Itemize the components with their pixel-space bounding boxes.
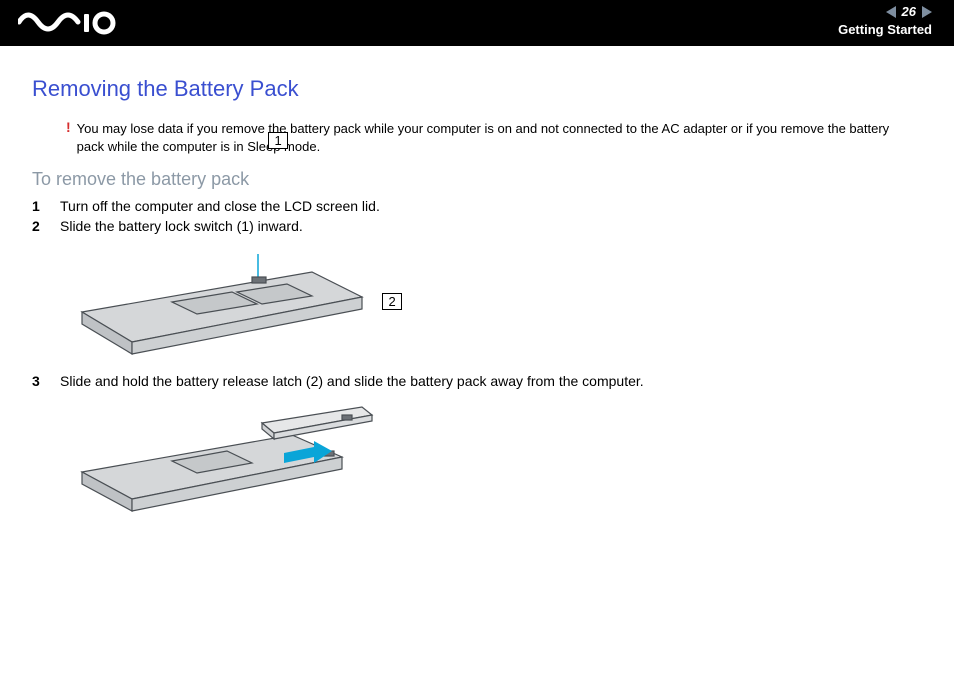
step-item: 1 Turn off the computer and close the LC… xyxy=(32,198,922,214)
step-item: 2 Slide the battery lock switch (1) inwa… xyxy=(32,218,922,234)
figure2-callout: 2 xyxy=(382,293,401,310)
step-text: Turn off the computer and close the LCD … xyxy=(60,198,380,214)
nav-prev-icon[interactable] xyxy=(886,6,896,18)
section-name: Getting Started xyxy=(838,22,932,37)
page-title: Removing the Battery Pack xyxy=(32,76,922,102)
figure-1: 1 xyxy=(62,242,922,367)
page-navigator: 26 xyxy=(886,4,932,19)
header-bar: 26 Getting Started xyxy=(0,0,954,46)
step-number: 1 xyxy=(32,198,46,214)
step-number: 3 xyxy=(32,373,46,389)
vaio-logo xyxy=(18,10,116,36)
nav-next-icon[interactable] xyxy=(922,6,932,18)
warning-icon: ! xyxy=(66,120,71,134)
page-content: Removing the Battery Pack ! You may lose… xyxy=(0,46,954,522)
page-number: 26 xyxy=(902,4,916,19)
step-number: 2 xyxy=(32,218,46,234)
step-text: Slide and hold the battery release latch… xyxy=(60,373,644,389)
figure1-callout: 1 xyxy=(268,132,287,149)
step-list-continued: 3 Slide and hold the battery release lat… xyxy=(32,373,922,389)
subheading: To remove the battery pack xyxy=(32,169,922,190)
figure-2: 2 xyxy=(62,397,922,522)
warning-row: ! You may lose data if you remove the ba… xyxy=(66,120,906,155)
step-text: Slide the battery lock switch (1) inward… xyxy=(60,218,303,234)
step-list: 1 Turn off the computer and close the LC… xyxy=(32,198,922,234)
step-item: 3 Slide and hold the battery release lat… xyxy=(32,373,922,389)
warning-text: You may lose data if you remove the batt… xyxy=(77,120,906,155)
